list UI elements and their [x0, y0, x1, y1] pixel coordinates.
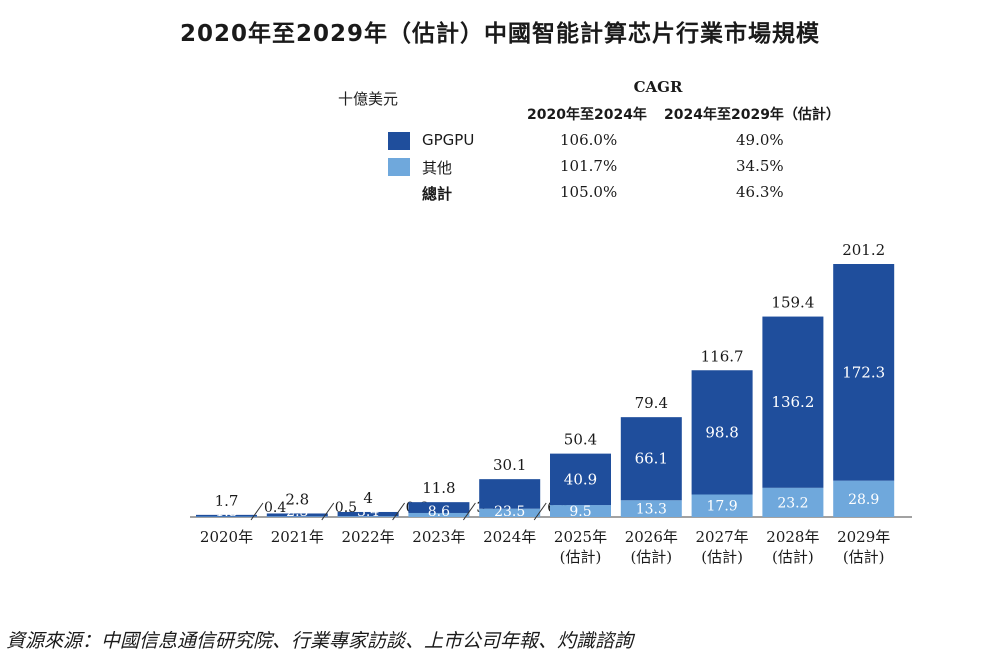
other-value-label: 13.3 [636, 502, 667, 518]
chart-title: 2020年至2029年（估計）中國智能計算芯片行業市場規模 [179, 21, 821, 47]
bar-gpgpu [550, 453, 611, 506]
x-tick-label: 2023年 [412, 528, 465, 546]
bar-gpgpu [266, 513, 328, 517]
x-tick-label: (估計) [772, 548, 814, 566]
x-tick-label: 2022年 [342, 528, 395, 546]
legend-label-gpgpu: GPGPU [422, 131, 475, 149]
total-label: 4 [363, 489, 373, 507]
x-tick-label: (估計) [843, 548, 885, 566]
leader-line [392, 502, 406, 521]
bar-other [266, 516, 328, 517]
x-tick-label: 2027年 [696, 528, 749, 546]
bar-other [762, 487, 824, 517]
bar-other [550, 505, 611, 517]
cagr-total-p1: 105.0% [560, 183, 618, 201]
bar-other [691, 494, 753, 517]
other-value-label: 0.5 [335, 500, 357, 516]
bar-gpgpu [479, 479, 541, 509]
gpgpu-value-label: 23.5 [494, 504, 525, 520]
total-label: 116.7 [701, 347, 744, 365]
bar-other [620, 500, 682, 517]
other-value-label: 9.5 [569, 504, 591, 520]
unit-label: 十億美元 [338, 90, 399, 108]
total-label: 30.1 [493, 456, 526, 474]
other-value-label: 6.6 [547, 500, 569, 516]
legend-swatch-other [388, 158, 410, 176]
other-value-label: 3.2 [476, 500, 498, 516]
gpgpu-value-label: 2.3 [286, 504, 308, 520]
total-label: 50.4 [564, 431, 597, 449]
total-label: 201.2 [842, 241, 885, 259]
cagr-period-1: 2020年至2024年 [527, 107, 647, 123]
gpgpu-value-label: 66.1 [635, 450, 668, 468]
bar-other [479, 508, 541, 517]
x-tick-label: 2024年 [483, 528, 536, 546]
other-value-label: 17.9 [707, 499, 738, 515]
cagr-other-p2: 34.5% [736, 157, 784, 175]
gpgpu-value-label: 172.3 [842, 363, 885, 381]
x-tick-label: 2021年 [271, 528, 324, 546]
gpgpu-value-label: 98.8 [705, 423, 738, 441]
other-value-label: 0.6 [406, 500, 428, 516]
gpgpu-value-label: 8.6 [428, 504, 450, 520]
gpgpu-value-label: 136.2 [771, 393, 814, 411]
cagr-period-2: 2024年至2029年（估計） [664, 107, 840, 123]
cagr-other-p1: 101.7% [560, 157, 618, 175]
leader-line [462, 502, 476, 521]
cagr-total-p2: 46.3% [736, 183, 784, 201]
bar-gpgpu [196, 514, 257, 517]
other-value-label: 28.9 [848, 492, 879, 508]
bar-other [833, 480, 895, 517]
bar-other [408, 512, 470, 517]
gpgpu-value-label: 40.9 [564, 470, 597, 488]
x-tick-label: 2026年 [625, 528, 678, 546]
legend-label-other: 其他 [422, 159, 453, 177]
source-footnote: 資源來源：中國信息通信研究院、行業專家訪談、上市公司年報、灼識諮詢 [6, 630, 634, 652]
total-label: 2.8 [285, 490, 309, 508]
cagr-gpgpu-p1: 106.0% [560, 131, 618, 149]
bar-other [196, 516, 257, 517]
legend-swatch-gpgpu [388, 132, 410, 150]
bar-gpgpu [833, 264, 895, 481]
bar-other [337, 516, 399, 517]
bar-gpgpu [337, 511, 399, 517]
total-label: 1.7 [215, 492, 239, 510]
total-label: 79.4 [635, 394, 668, 412]
leader-line [533, 502, 547, 521]
gpgpu-value-label: 3.4 [357, 504, 379, 520]
x-tick-label: 2029年 [837, 528, 890, 546]
leader-line [250, 502, 264, 521]
x-tick-label: (估計) [701, 548, 743, 566]
total-label: 159.4 [771, 294, 814, 312]
bar-gpgpu [691, 370, 753, 495]
bar-gpgpu [762, 316, 824, 488]
other-value-label: 0.4 [264, 500, 286, 516]
x-tick-label: (估計) [560, 548, 602, 566]
x-tick-label: 2025年 [554, 528, 607, 546]
x-tick-label: (估計) [630, 548, 672, 566]
other-value-label: 23.2 [777, 495, 808, 511]
leader-line [321, 502, 335, 521]
bar-gpgpu [408, 502, 470, 513]
cagr-heading: CAGR [633, 78, 683, 96]
cagr-gpgpu-p2: 49.0% [736, 131, 784, 149]
bar-gpgpu [620, 417, 682, 501]
gpgpu-value-label: 1.3 [215, 504, 237, 520]
x-tick-label: 2020年 [200, 528, 253, 546]
legend-label-total: 總計 [422, 185, 453, 203]
total-label: 11.8 [422, 479, 455, 497]
x-tick-label: 2028年 [766, 528, 819, 546]
